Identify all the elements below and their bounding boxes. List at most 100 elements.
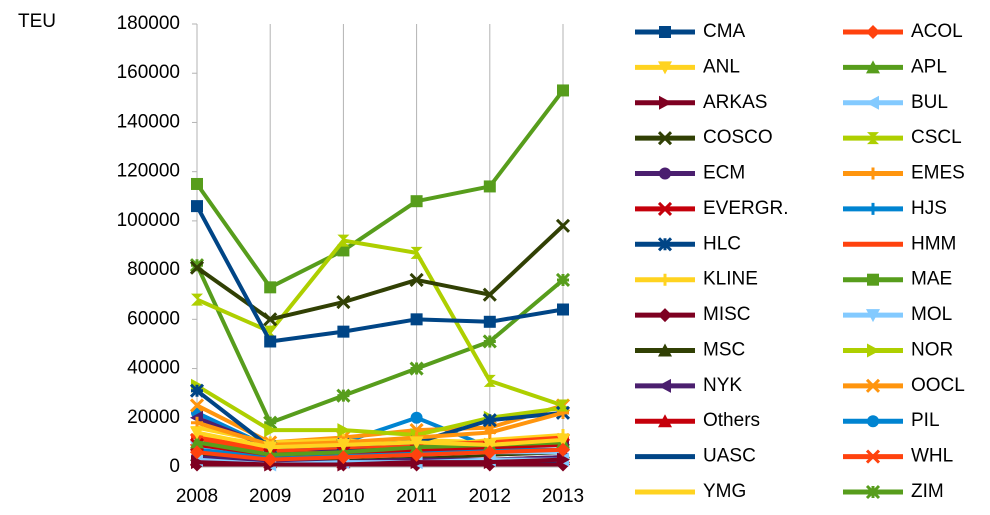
marker <box>191 177 203 190</box>
y-tick-label: 160000 <box>117 62 180 83</box>
legend-label: MAE <box>911 269 952 290</box>
y-tick-label: 140000 <box>117 111 180 132</box>
series <box>189 218 571 327</box>
marker <box>410 246 423 259</box>
marker <box>658 308 672 323</box>
legend-label: ANL <box>703 56 740 77</box>
marker <box>866 95 879 110</box>
x-tick-label: 2008 <box>176 486 218 507</box>
legend-label: KLINE <box>703 269 758 290</box>
marker <box>336 388 351 403</box>
series <box>190 426 570 455</box>
marker <box>866 25 880 39</box>
marker <box>263 312 278 327</box>
legend-label: HJS <box>911 198 947 219</box>
marker <box>191 200 203 213</box>
marker <box>409 436 424 450</box>
y-tick-label: 40000 <box>127 358 180 379</box>
marker <box>658 61 672 75</box>
marker <box>866 60 880 74</box>
marker <box>482 287 497 302</box>
legend-label: OOCL <box>911 375 965 396</box>
legend-label: NYK <box>703 375 742 396</box>
marker <box>483 455 497 470</box>
series-line <box>196 430 564 450</box>
marker <box>337 423 351 438</box>
marker <box>264 423 278 438</box>
marker <box>190 435 204 449</box>
marker <box>556 442 570 457</box>
series-line <box>196 447 564 462</box>
marker <box>482 413 497 428</box>
series-line <box>196 447 563 460</box>
marker <box>189 260 205 275</box>
series-line <box>196 410 564 447</box>
y-tick-label: 60000 <box>127 308 180 329</box>
legend-label: ZIM <box>911 481 944 502</box>
marker <box>657 131 673 146</box>
marker <box>482 445 497 460</box>
y-tick-label: 100000 <box>117 210 180 231</box>
legend-label: WHL <box>911 446 953 467</box>
marker <box>483 180 496 193</box>
y-tick-label: 80000 <box>127 259 180 280</box>
legend-label: MISC <box>703 304 751 325</box>
marker <box>657 237 673 252</box>
legend-label: APL <box>911 56 947 77</box>
marker <box>337 325 350 338</box>
series-line <box>195 89 565 290</box>
marker <box>191 455 204 470</box>
x-tick-label: 2013 <box>542 486 584 507</box>
marker <box>410 411 423 424</box>
marker <box>557 452 570 467</box>
marker <box>867 132 879 145</box>
marker <box>190 426 204 440</box>
marker <box>867 415 879 428</box>
marker <box>557 303 569 316</box>
marker <box>263 415 278 430</box>
marker <box>658 343 672 357</box>
series <box>191 452 570 472</box>
marker <box>410 195 423 208</box>
series-line <box>195 264 565 425</box>
marker <box>658 378 671 393</box>
series-line <box>195 205 564 344</box>
marker <box>657 201 673 216</box>
marker <box>482 334 497 349</box>
series-line <box>196 435 564 452</box>
legend-label: Others <box>703 410 760 431</box>
legend-label: YMG <box>703 481 746 502</box>
series-line <box>196 238 564 408</box>
marker <box>336 438 351 452</box>
marker <box>659 26 671 38</box>
legend-label: ACOL <box>911 21 963 42</box>
marker <box>659 273 671 286</box>
x-tick-label: 2012 <box>469 486 511 507</box>
legend-label: NOR <box>911 339 953 360</box>
series <box>191 200 569 348</box>
marker <box>409 272 424 288</box>
marker <box>659 167 671 180</box>
marker <box>555 272 571 288</box>
marker <box>483 315 496 328</box>
series <box>191 84 569 294</box>
marker <box>410 313 423 326</box>
marker <box>191 293 203 306</box>
marker <box>189 258 205 273</box>
marker <box>409 447 424 462</box>
marker <box>336 295 351 310</box>
marker <box>866 309 880 323</box>
marker <box>867 202 879 215</box>
marker <box>659 95 672 110</box>
legend-label: HLC <box>703 233 741 254</box>
marker <box>557 399 569 412</box>
marker <box>263 441 278 455</box>
legend-label: MSC <box>703 339 745 360</box>
marker <box>658 414 672 428</box>
x-tick-label: 2010 <box>322 486 364 507</box>
y-tick-label: 180000 <box>117 13 180 34</box>
legend-label: UASC <box>703 446 756 467</box>
marker <box>556 433 570 447</box>
marker <box>865 484 881 500</box>
